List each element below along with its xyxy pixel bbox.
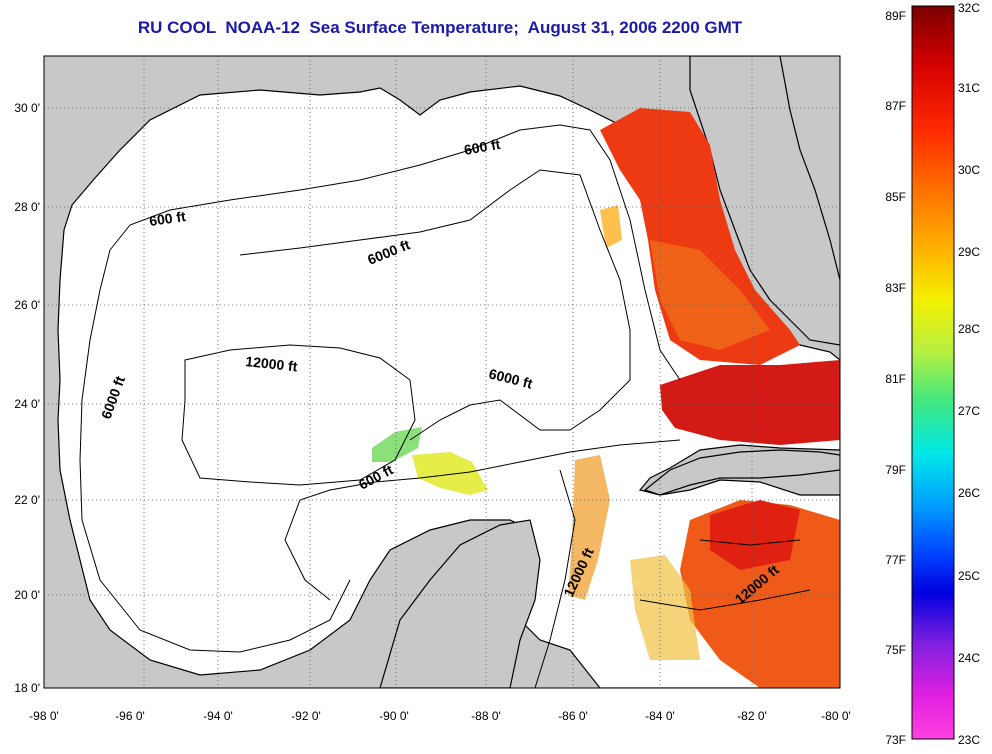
contour-6000ft xyxy=(79,169,631,521)
map-title: RU COOL NOAA-12 Sea Surface Temperature;… xyxy=(137,18,743,37)
sst-central-yellow xyxy=(412,452,488,495)
colorbar-c-labels: 32C 31C 30C 29C 28C 27C 26C 25C 24C 23C xyxy=(958,1,980,747)
colorbar-c-label: 23C xyxy=(958,733,980,747)
sst-east-gulf-spots xyxy=(600,205,622,248)
colorbar-c-label: 31C xyxy=(958,81,980,95)
x-tick: -84 0' xyxy=(645,709,675,723)
sst-keys-hot xyxy=(660,360,840,445)
colorbar-f-label: 87F xyxy=(885,99,906,113)
contour-600ft xyxy=(109,124,681,381)
y-tick: 30 0' xyxy=(14,101,40,115)
sst-florida-shelf xyxy=(600,108,800,365)
sst-central-green xyxy=(372,427,422,462)
y-tick: 20 0' xyxy=(14,588,40,602)
colorbar-c-label: 27C xyxy=(958,404,980,418)
colorbar-c-label: 25C xyxy=(958,569,980,583)
gulf-water xyxy=(57,85,840,688)
sst-yucatan-strip xyxy=(630,555,700,660)
contour-label-600ft-west: 600 ft xyxy=(148,208,187,229)
x-tick: -86 0' xyxy=(558,709,588,723)
x-tick: -82 0' xyxy=(737,709,767,723)
colorbar xyxy=(911,5,955,740)
x-tick: -94 0' xyxy=(203,709,233,723)
colorbar-f-label: 85F xyxy=(885,190,906,204)
map-frame xyxy=(43,55,841,689)
y-tick: 24 0' xyxy=(14,397,40,411)
sst-campeche-strip xyxy=(568,455,610,600)
colorbar-f-label: 77F xyxy=(885,553,906,567)
sst-caribbean-hot xyxy=(710,500,800,570)
x-tick: -88 0' xyxy=(471,709,501,723)
contour-12000ft xyxy=(181,344,416,486)
y-tick: 18 0' xyxy=(14,681,40,695)
colorbar-c-label: 29C xyxy=(958,245,980,259)
x-tick: -90 0' xyxy=(379,709,409,723)
colorbar-f-label: 83F xyxy=(885,281,906,295)
colorbar-f-label: 73F xyxy=(885,733,906,747)
colorbar-c-label: 28C xyxy=(958,322,980,336)
contour-label-600ft-north: 600 ft xyxy=(463,136,502,158)
contour-600ft-south xyxy=(284,439,681,601)
colorbar-f-label: 75F xyxy=(885,643,906,657)
x-tick: -92 0' xyxy=(291,709,321,723)
contours xyxy=(79,124,811,688)
colorbar-f-label: 89F xyxy=(885,9,906,23)
x-tick: -98 0' xyxy=(29,709,59,723)
contour-label-12000ft-west: 12000 ft xyxy=(245,353,299,374)
x-tick: -96 0' xyxy=(115,709,145,723)
contour-deep-west xyxy=(81,519,351,653)
colorbar-c-label: 24C xyxy=(958,651,980,665)
sst-florida-warm xyxy=(650,240,770,350)
colorbar-c-label: 26C xyxy=(958,486,980,500)
colorbar-c-label: 30C xyxy=(958,163,980,177)
yucatan-land xyxy=(379,519,541,688)
y-tick: 26 0' xyxy=(14,298,40,312)
cuba-land xyxy=(643,449,840,496)
graticule xyxy=(44,56,840,688)
y-tick: 22 0' xyxy=(14,493,40,507)
colorbar-f-labels: 89F 87F 85F 83F 81F 79F 77F 75F 73F xyxy=(885,9,906,747)
colorbar-f-label: 81F xyxy=(885,372,906,386)
y-tick: 28 0' xyxy=(14,200,40,214)
colorbar-f-label: 79F xyxy=(885,463,906,477)
colorbar-c-label: 32C xyxy=(958,1,980,15)
x-tick: -80 0' xyxy=(821,709,851,723)
